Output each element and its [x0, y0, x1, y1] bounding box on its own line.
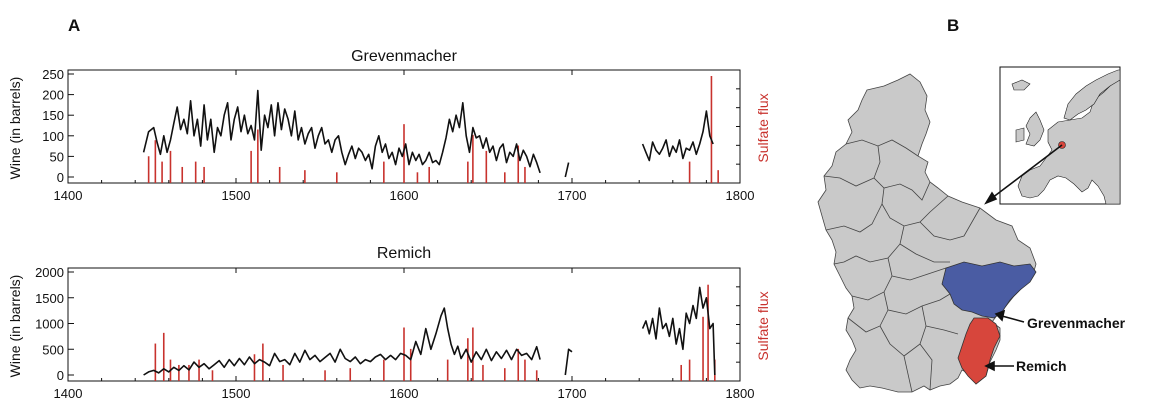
wine-line-segment — [143, 307, 541, 376]
chart-grevenmacher: Grevenmacher Wine (in barrels) Sulfate f… — [7, 48, 771, 203]
y-tick-label: 2000 — [35, 265, 64, 280]
chart-remich: Remich Wine (in barrels) Sulfate flux 14… — [7, 245, 771, 401]
y-tick-label: 1500 — [35, 291, 64, 306]
y-tick-label: 50 — [50, 149, 64, 164]
inset-arrow-head — [984, 191, 998, 205]
y-tick-label: 150 — [42, 108, 64, 123]
y-axis-label: Wine (in barrels) — [7, 77, 23, 180]
x-tick-label: 1600 — [390, 188, 419, 203]
sulfate-spikes — [154, 284, 716, 381]
panel-a-label: A — [68, 16, 80, 35]
map-arrows — [984, 144, 1063, 372]
chart-title: Remich — [377, 245, 431, 262]
x-tick-label: 1700 — [558, 386, 587, 401]
y-tick-label: 100 — [42, 129, 64, 144]
scandinavia — [1063, 69, 1121, 121]
wine-line-segment — [641, 286, 716, 376]
y-axis-label: Wine (in barrels) — [7, 275, 23, 378]
wine-line-segment — [564, 162, 570, 178]
ireland — [1015, 127, 1025, 143]
iceland — [1011, 79, 1031, 91]
grevenmacher-arrow — [1001, 315, 1025, 323]
remich-label: Remich — [1016, 358, 1067, 374]
x-tick-label: 1600 — [390, 386, 419, 401]
remich-arrow-head — [984, 360, 995, 372]
wine-line-segment — [641, 110, 714, 162]
y-tick-label: 500 — [42, 342, 64, 357]
right-axis-label: Sulfate flux — [755, 291, 771, 360]
sulfate-spikes — [147, 76, 719, 183]
x-tick-label: 1400 — [54, 188, 83, 203]
grevenmacher-arrow-head — [994, 309, 1006, 322]
remich-region — [957, 317, 1001, 385]
canton-borders — [823, 139, 981, 393]
wine-line-segment — [564, 348, 573, 376]
x-tick-label: 1800 — [726, 188, 755, 203]
wine-series — [142, 89, 714, 178]
grevenmacher-label: Grevenmacher — [1027, 315, 1126, 331]
y-tick-label: 1000 — [35, 317, 64, 332]
right-axis-label: Sulfate flux — [755, 93, 771, 162]
x-tick-label: 1400 — [54, 386, 83, 401]
britain — [1025, 111, 1045, 147]
grevenmacher-region — [941, 261, 1037, 319]
y-tick-label: 200 — [42, 88, 64, 103]
x-tick-label: 1500 — [222, 386, 251, 401]
y-tick-label: 0 — [57, 170, 64, 185]
europe-inset — [999, 66, 1121, 205]
luxembourg-map: Grevenmacher Remich — [817, 66, 1126, 393]
panel-b-label: B — [947, 16, 959, 35]
chart-title: Grevenmacher — [351, 48, 457, 65]
inset-arrow — [991, 144, 1063, 199]
ticks: 1400 1500 1600 1700 1800 0 50 100 150 200 250 — [42, 67, 754, 203]
ticks: 1400 1500 1600 1700 1800 0 500 1000 1500 2000 — [35, 265, 754, 401]
x-tick-label: 1800 — [726, 386, 755, 401]
wine-series — [143, 286, 716, 376]
x-tick-label: 1500 — [222, 188, 251, 203]
y-tick-label: 0 — [57, 368, 64, 383]
y-tick-label: 250 — [42, 67, 64, 82]
wine-line-segment — [142, 89, 541, 174]
x-tick-label: 1700 — [558, 188, 587, 203]
